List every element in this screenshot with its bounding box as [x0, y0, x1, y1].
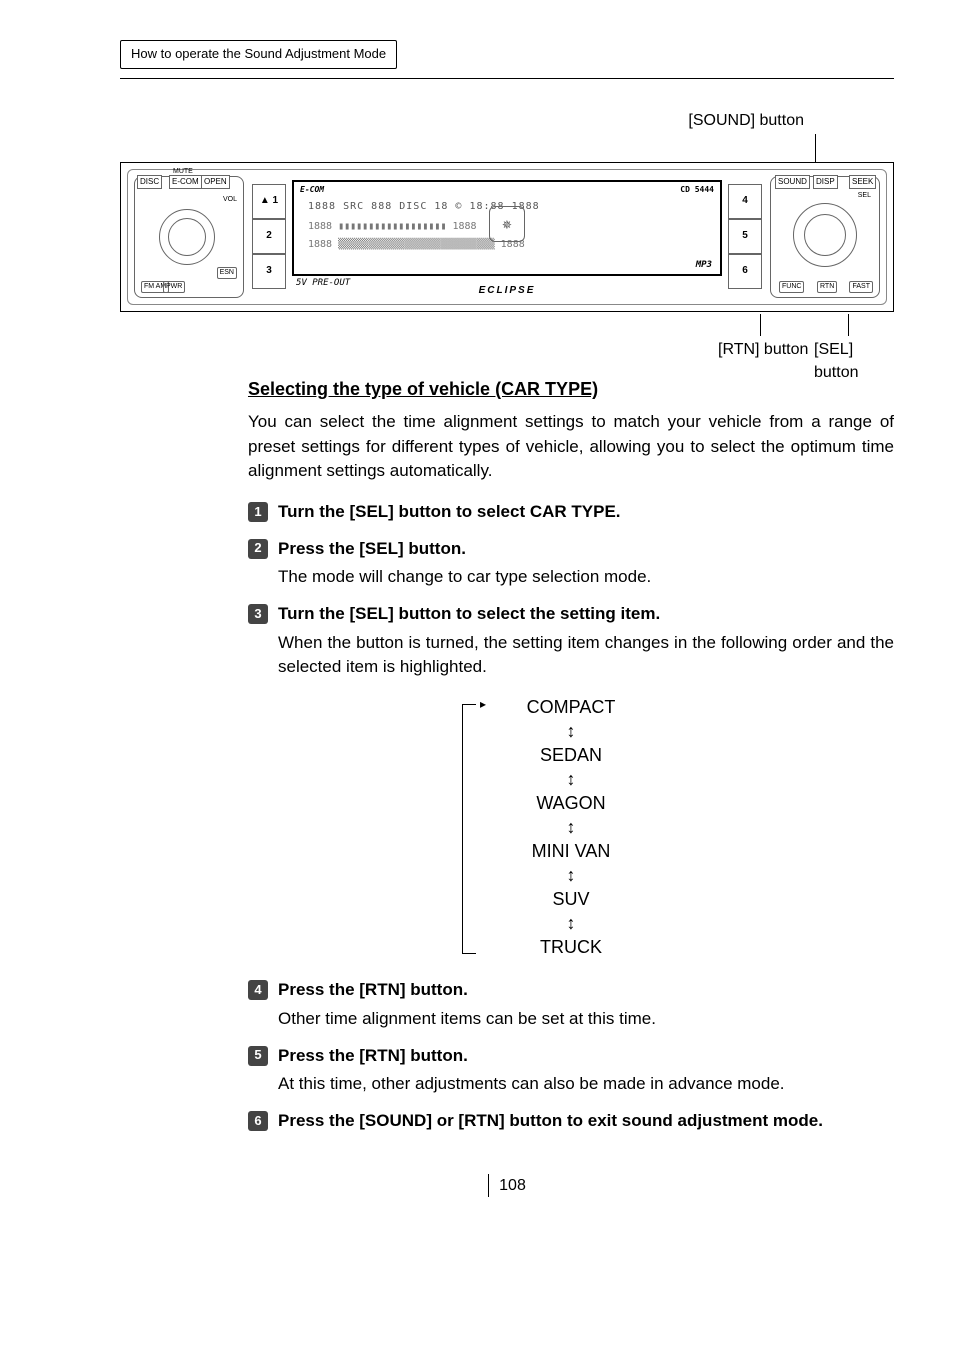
vehicle-type-list: COMPACT SEDAN WAGON MINI VAN SUV TRUCK	[486, 694, 656, 961]
step-number-icon: 6	[248, 1111, 268, 1131]
updown-arrow-icon	[486, 870, 656, 880]
lcd-mp3: MP3	[696, 259, 712, 272]
step-head: Press the [SOUND] or [RTN] button to exi…	[278, 1109, 894, 1134]
callout-rtn-button: [RTN] button	[718, 338, 808, 361]
step-head: Press the [RTN] button.	[278, 978, 894, 1003]
step-number-icon: 3	[248, 604, 268, 624]
seek-tab: SEEK	[849, 175, 876, 189]
callout-sound-button: [SOUND] button	[120, 109, 894, 132]
ecom-tab: E-COM	[169, 175, 202, 189]
callout-sel-button: [SEL] button	[814, 338, 894, 384]
vehicle-truck: TRUCK	[486, 934, 656, 960]
sel-knob-icon	[793, 203, 857, 267]
step-body: Other time alignment items can be set at…	[278, 1007, 894, 1032]
vehicle-minivan: MINI VAN	[486, 838, 656, 864]
fast-button: FAST	[849, 281, 873, 293]
lcd-brand: E-COM	[300, 184, 324, 196]
lcd-display: E-COM CD 5444 1888 SRC 888 DISC 18 © 18:…	[292, 180, 722, 276]
preset-1: ▲ 1	[252, 184, 286, 219]
preset-column-right: 4 5 6	[728, 184, 762, 290]
vehicle-sedan: SEDAN	[486, 742, 656, 768]
preset-3: 3	[252, 254, 286, 289]
step-body: At this time, other adjustments can also…	[278, 1072, 894, 1097]
lcd-model: CD 5444	[680, 184, 714, 196]
pwr-button: PWR	[163, 281, 185, 293]
step-number-icon: 1	[248, 502, 268, 522]
device-frame: MUTE DISC E-COM OPEN VOL FM AM PWR ESN ▲…	[127, 169, 887, 305]
bottom-callouts: [RTN] button [SEL] button	[120, 314, 894, 362]
page-number-text: 108	[488, 1174, 526, 1197]
disc-tab: DISC	[137, 175, 162, 189]
updown-arrow-icon	[486, 822, 656, 832]
cycle-bracket-icon	[462, 704, 476, 955]
updown-arrow-icon	[486, 726, 656, 736]
page-number: 108	[120, 1174, 894, 1197]
preset-column-left: ▲ 1 2 3	[252, 184, 286, 290]
step-number-icon: 5	[248, 1046, 268, 1066]
callout-line	[760, 314, 761, 336]
vehicle-compact: COMPACT	[486, 694, 656, 720]
section-title: Selecting the type of vehicle (CAR TYPE)	[248, 376, 894, 402]
preset-5: 5	[728, 219, 762, 254]
step-4: 4 Press the [RTN] button. Other time ali…	[248, 978, 894, 1031]
step-6: 6 Press the [SOUND] or [RTN] button to e…	[248, 1109, 894, 1134]
disp-tab: DISP	[813, 175, 838, 189]
step-body: When the button is turned, the setting i…	[278, 631, 894, 680]
updown-arrow-icon	[486, 774, 656, 784]
left-control-panel: MUTE DISC E-COM OPEN VOL FM AM PWR ESN	[134, 176, 244, 298]
step-body: The mode will change to car type selecti…	[278, 565, 894, 590]
func-button: FUNC	[779, 281, 804, 293]
eclipse-logo: ECLIPSE	[479, 284, 536, 299]
car-stereo-illustration: MUTE DISC E-COM OPEN VOL FM AM PWR ESN ▲…	[120, 162, 894, 312]
preset-2: 2	[252, 219, 286, 254]
esn-label: ESN	[217, 267, 237, 279]
vehicle-suv: SUV	[486, 886, 656, 912]
step-number-icon: 2	[248, 539, 268, 559]
vehicle-wagon: WAGON	[486, 790, 656, 816]
step-number-icon: 4	[248, 980, 268, 1000]
preset-6: 6	[728, 254, 762, 289]
volume-knob-icon	[159, 209, 215, 265]
step-head: Turn the [SEL] button to select the sett…	[278, 602, 894, 627]
sound-tab: SOUND	[775, 175, 810, 189]
section-intro: You can select the time alignment settin…	[248, 410, 894, 484]
open-tab: OPEN	[201, 175, 230, 189]
step-3: 3 Turn the [SEL] button to select the se…	[248, 602, 894, 680]
callout-line	[848, 314, 849, 336]
step-2: 2 Press the [SEL] button. The mode will …	[248, 537, 894, 590]
right-control-panel: SOUND DISP SEEK SEL FUNC RTN FAST	[770, 176, 880, 298]
step-head: Turn the [SEL] button to select CAR TYPE…	[278, 500, 894, 525]
callout-line	[815, 134, 816, 162]
step-5: 5 Press the [RTN] button. At this time, …	[248, 1044, 894, 1097]
lcd-5v: 5V PRE-OUT	[296, 277, 350, 290]
step-head: Press the [SEL] button.	[278, 537, 894, 562]
lcd-center-icon	[489, 206, 525, 242]
header-rule	[120, 78, 894, 79]
vol-label: VOL	[223, 195, 237, 205]
sel-label: SEL	[858, 191, 871, 201]
step-head: Press the [RTN] button.	[278, 1044, 894, 1069]
rtn-button: RTN	[817, 281, 837, 293]
breadcrumb: How to operate the Sound Adjustment Mode	[120, 40, 397, 69]
content-area: Selecting the type of vehicle (CAR TYPE)…	[248, 376, 894, 1134]
preset-4: 4	[728, 184, 762, 219]
step-1: 1 Turn the [SEL] button to select CAR TY…	[248, 500, 894, 525]
updown-arrow-icon	[486, 918, 656, 928]
